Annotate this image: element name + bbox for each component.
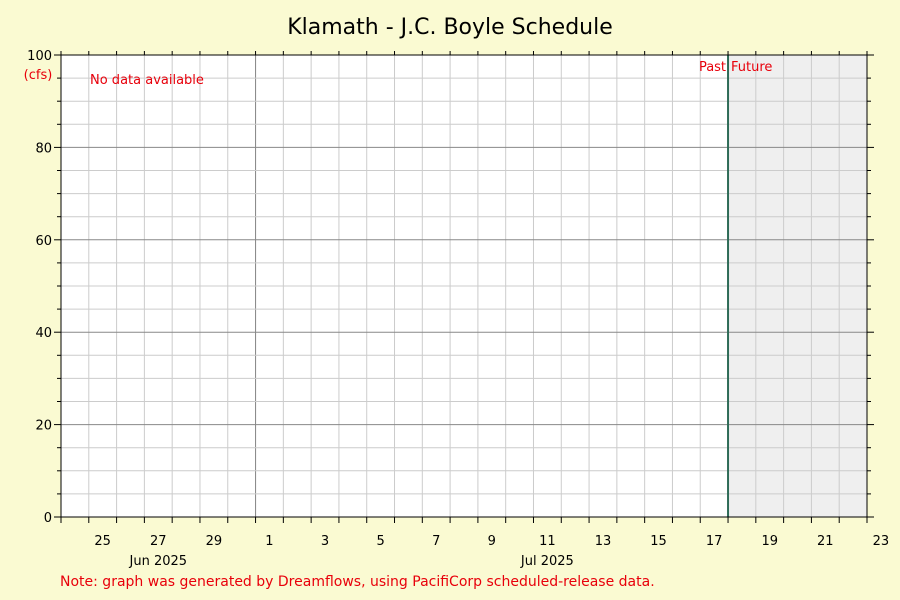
y-tick-label: 40 <box>35 326 52 341</box>
month-label: Jun 2025 <box>129 554 188 569</box>
x-tick-label: 21 <box>817 534 834 549</box>
x-tick-label: 1 <box>265 534 273 549</box>
month-label: Jul 2025 <box>520 554 574 569</box>
x-tick-label: 15 <box>650 534 667 549</box>
footer-note: Note: graph was generated by Dreamflows,… <box>60 574 655 590</box>
x-tick-label: 5 <box>376 534 384 549</box>
x-tick-label: 23 <box>873 534 890 549</box>
y-axis-unit-label: (cfs) <box>24 68 53 83</box>
y-tick-label: 60 <box>35 234 52 249</box>
axis-ticks <box>54 51 874 523</box>
y-tick-label: 20 <box>35 419 52 434</box>
x-tick-label: 9 <box>488 534 496 549</box>
grid <box>61 55 867 517</box>
y-tick-label: 80 <box>35 141 52 156</box>
x-tick-label: 3 <box>321 534 329 549</box>
x-tick-label: 29 <box>206 534 223 549</box>
y-tick-label: 100 <box>27 49 52 64</box>
x-tick-label: 7 <box>432 534 440 549</box>
y-tick-label: 0 <box>44 511 52 526</box>
x-tick-label: 11 <box>539 534 556 549</box>
future-label: Future <box>731 60 772 75</box>
no-data-label: No data available <box>90 73 204 88</box>
x-tick-label: 27 <box>150 534 167 549</box>
x-tick-label: 17 <box>706 534 723 549</box>
x-tick-label: 25 <box>94 534 111 549</box>
x-tick-label: 19 <box>761 534 778 549</box>
x-tick-label: 13 <box>595 534 612 549</box>
chart-title: Klamath - J.C. Boyle Schedule <box>287 15 613 40</box>
past-label: Past <box>699 60 726 75</box>
